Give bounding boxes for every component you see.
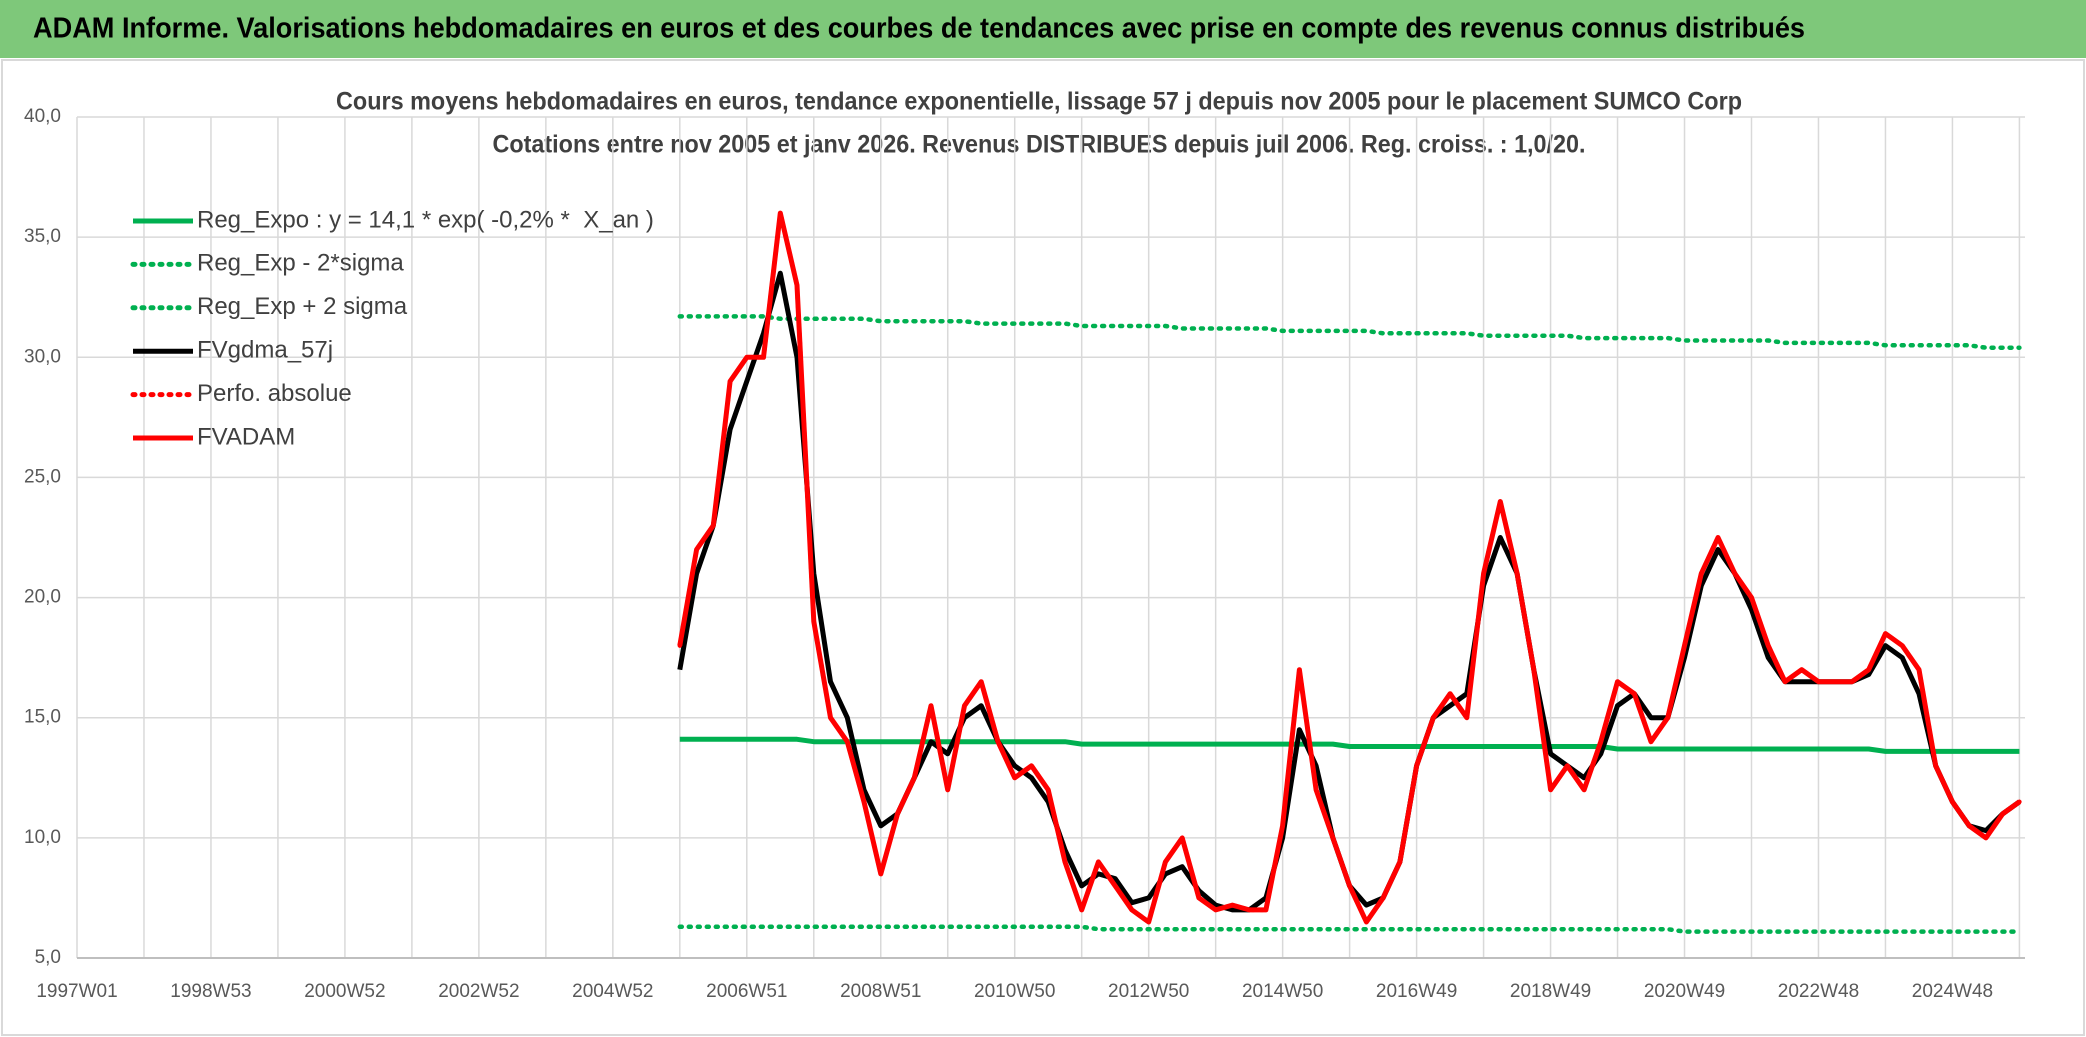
y-tick-label: 25,0 — [24, 466, 61, 487]
x-tick-label: 2010W50 — [974, 981, 1055, 1002]
y-tick-label: 15,0 — [24, 707, 61, 728]
header-title: ADAM Informe. Valorisations hebdomadaire… — [33, 13, 1805, 45]
y-tick-label: 35,0 — [24, 226, 61, 247]
x-tick-label: 1997W01 — [36, 981, 117, 1002]
plot-area — [677, 210, 2022, 934]
series-line — [677, 210, 2021, 925]
x-tick-label: 2006W51 — [706, 981, 787, 1002]
chart-title: Cours moyens hebdomadaires en euros, ten… — [336, 88, 1742, 116]
legend-label: FVgdma_57j — [197, 337, 333, 364]
x-tick-label: 2000W52 — [304, 981, 385, 1002]
x-tick-label: 2018W49 — [1510, 981, 1591, 1002]
x-tick-label: 2008W51 — [840, 981, 921, 1002]
chart-subtitle: Cotations entre nov 2005 et janv 2026. R… — [493, 131, 1586, 159]
x-tick-label: 2022W48 — [1778, 981, 1859, 1002]
x-tick-label: 2002W52 — [438, 981, 519, 1002]
y-tick-label: 5,0 — [35, 947, 61, 968]
legend-label: Perfo. absolue — [197, 380, 352, 407]
y-tick-label: 40,0 — [24, 106, 61, 127]
y-tick-label: 20,0 — [24, 587, 61, 608]
series-line — [679, 736, 2020, 754]
chart-frame — [1, 59, 2085, 1036]
header-bar — [0, 0, 2086, 58]
x-tick-label: 2012W50 — [1108, 981, 1189, 1002]
x-tick-label: 2014W50 — [1242, 981, 1323, 1002]
legend-label: Reg_Exp - 2*sigma — [197, 250, 404, 277]
series-line — [677, 924, 2022, 934]
series-line — [677, 314, 2022, 350]
x-tick-label: 2020W49 — [1644, 981, 1725, 1002]
legend-label: Reg_Expo : y = 14,1 * exp( -0,2% * X_an … — [197, 206, 654, 233]
legend-label: Reg_Exp + 2 sigma — [197, 293, 408, 320]
x-tick-label: 2024W48 — [1912, 981, 1993, 1002]
x-tick-label: 2004W52 — [572, 981, 653, 1002]
y-tick-label: 10,0 — [24, 827, 61, 848]
y-tick-label: 30,0 — [24, 346, 61, 367]
x-tick-label: 2016W49 — [1376, 981, 1457, 1002]
legend-label: FVADAM — [197, 423, 295, 450]
x-tick-label: 1998W53 — [170, 981, 251, 1002]
